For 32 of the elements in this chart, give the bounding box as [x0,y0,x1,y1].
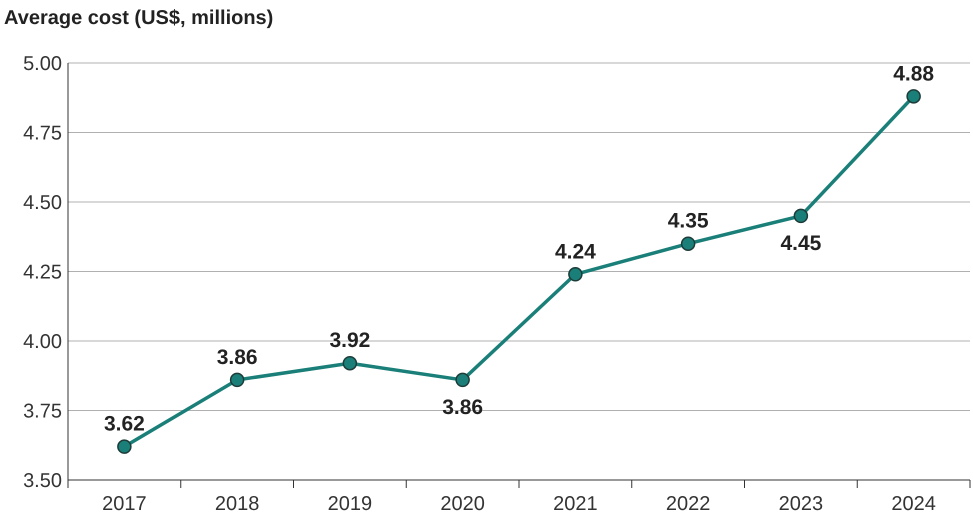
x-tick-label: 2019 [328,493,372,515]
x-tick-label: 2021 [553,493,598,515]
y-tick-label: 4.25 [23,262,62,284]
data-label: 3.62 [104,412,145,436]
x-tick-label: 2020 [440,493,485,515]
y-tick-label: 3.75 [23,400,62,422]
y-tick-label: 4.50 [23,192,62,214]
data-label: 3.86 [442,396,484,419]
data-label: 4.88 [893,62,934,86]
y-tick-label: 4.00 [23,331,62,353]
x-tick-label: 2022 [666,493,710,515]
chart-title: Average cost (US$, millions) [4,7,274,29]
point [117,439,132,454]
data-label: 4.45 [780,232,822,255]
data-label: 4.24 [554,240,596,264]
point [455,372,470,388]
data-label: 3.86 [216,346,258,369]
y-tick-label: 5.00 [23,53,62,75]
x-tick-label: 2023 [778,493,824,515]
point [230,372,244,388]
y-tick-label: 4.75 [23,122,62,144]
point [794,208,808,224]
data-label: 4.35 [668,210,709,233]
point [680,236,696,251]
y-tick-label: 3.50 [23,470,62,492]
point [342,356,358,370]
point [568,267,583,282]
point [906,89,921,104]
x-tick-label: 2018 [214,493,260,515]
data-label: 3.92 [329,329,370,352]
x-tick-label: 2024 [891,493,936,515]
x-tick-label: 2017 [102,493,147,515]
